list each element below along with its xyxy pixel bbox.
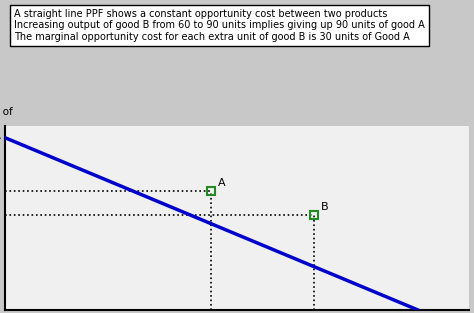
Text: A: A — [218, 178, 226, 188]
Text: A straight line PPF shows a constant opportunity cost between two products
Incre: A straight line PPF shows a constant opp… — [14, 9, 425, 42]
Text: Good A: Good A — [0, 131, 1, 141]
Text: B: B — [321, 202, 329, 212]
Text: Output of: Output of — [0, 107, 13, 117]
